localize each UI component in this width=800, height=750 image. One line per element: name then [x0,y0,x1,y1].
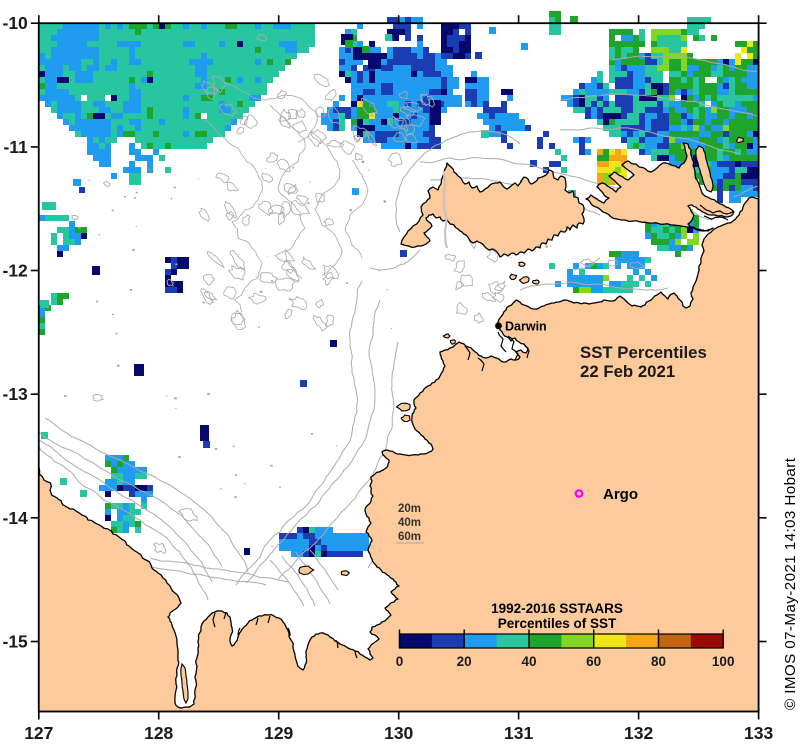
svg-text:128: 128 [144,723,173,743]
svg-text:131: 131 [504,723,533,743]
svg-text:40: 40 [521,654,536,669]
svg-text:100: 100 [712,654,735,669]
svg-text:-12: -12 [3,261,29,281]
svg-text:60: 60 [586,654,601,669]
svg-text:-13: -13 [3,384,29,404]
svg-text:127: 127 [24,723,53,743]
svg-text:22 Feb 2021: 22 Feb 2021 [580,362,675,381]
svg-text:Darwin: Darwin [505,320,547,334]
svg-text:60m: 60m [398,531,421,543]
svg-text:0: 0 [396,654,404,669]
svg-text:129: 129 [264,723,293,743]
svg-text:20m: 20m [398,503,421,515]
svg-text:130: 130 [384,723,413,743]
svg-text:-15: -15 [3,632,29,652]
svg-text:Percentiles of SST: Percentiles of SST [498,616,617,631]
svg-text:80: 80 [651,654,666,669]
svg-text:© IMOS 07-May-2021 14:03 Hobar: © IMOS 07-May-2021 14:03 Hobart [782,457,799,710]
svg-text:-10: -10 [3,13,29,33]
svg-text:133: 133 [744,723,773,743]
svg-text:-14: -14 [3,508,29,528]
svg-text:20: 20 [457,654,472,669]
svg-text:SST Percentiles: SST Percentiles [580,343,707,362]
svg-text:-11: -11 [3,137,28,157]
svg-text:Argo: Argo [603,486,638,503]
svg-text:1992-2016 SSTAARS: 1992-2016 SSTAARS [491,601,623,616]
svg-text:132: 132 [624,723,653,743]
svg-text:40m: 40m [398,517,421,529]
